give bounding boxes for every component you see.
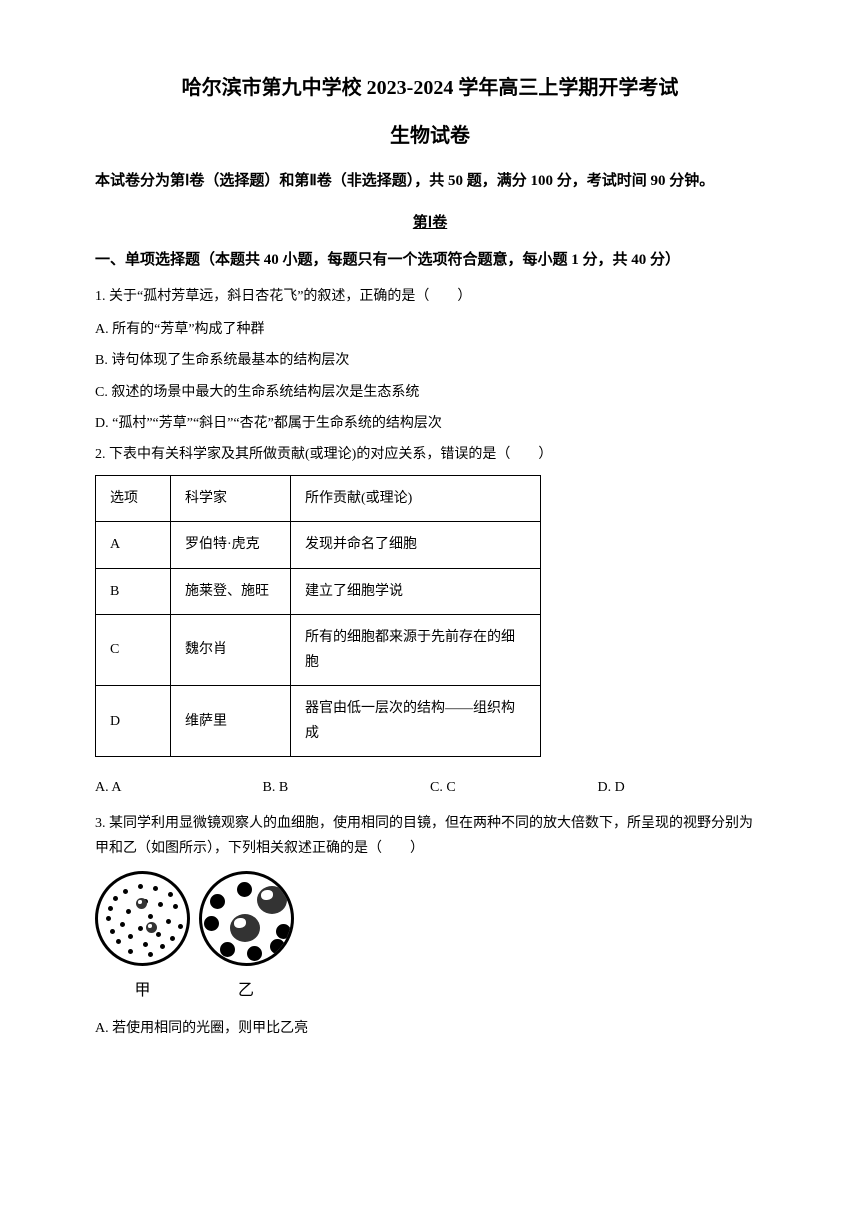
circle-jia-container: 甲 [95,871,190,1006]
table-header-cell: 选项 [96,476,171,522]
circle-yi [199,871,294,966]
table-row: C 魏尔肖 所有的细胞都来源于先前存在的细胞 [96,614,541,685]
question-2-choice-c: C. C [430,775,598,800]
circle-jia [95,871,190,966]
table-cell: B [96,568,171,614]
question-2-choices: A. A B. B C. C D. D [95,775,765,800]
exam-title: 哈尔滨市第九中学校 2023-2024 学年高三上学期开学考试 [95,70,765,106]
table-cell: D [96,686,171,757]
section-1-header: 第Ⅰ卷 [95,210,765,237]
question-1-choice-c: C. 叙述的场景中最大的生命系统结构层次是生态系统 [95,380,765,405]
label-yi: 乙 [199,977,294,1006]
table-row: A 罗伯特·虎克 发现并命名了细胞 [96,522,541,568]
question-2-choice-b: B. B [263,775,431,800]
table-cell: 施莱登、施旺 [171,568,291,614]
table-cell: 器官由低一层次的结构——组织构成 [291,686,541,757]
table-cell: C [96,614,171,685]
table-row: D 维萨里 器官由低一层次的结构——组织构成 [96,686,541,757]
table-header-cell: 科学家 [171,476,291,522]
label-jia: 甲 [95,977,190,1006]
table-row: B 施莱登、施旺 建立了细胞学说 [96,568,541,614]
question-1-choice-b: B. 诗句体现了生命系统最基本的结构层次 [95,348,765,373]
table-cell: 所有的细胞都来源于先前存在的细胞 [291,614,541,685]
table-cell: 罗伯特·虎克 [171,522,291,568]
scientist-table: 选项 科学家 所作贡献(或理论) A 罗伯特·虎克 发现并命名了细胞 B 施莱登… [95,475,541,757]
table-cell: A [96,522,171,568]
table-cell: 维萨里 [171,686,291,757]
question-1-choice-a: A. 所有的“芳草”构成了种群 [95,317,765,342]
question-1-stem: 1. 关于“孤村芳草远，斜日杏花飞”的叙述，正确的是（ ） [95,284,765,309]
microscope-diagram: 甲 乙 [95,871,765,1006]
section-1-instruction: 一、单项选择题（本题共 40 小题，每题只有一个选项符合题意，每小题 1 分，共… [95,247,765,274]
table-cell: 发现并命名了细胞 [291,522,541,568]
table-header-row: 选项 科学家 所作贡献(或理论) [96,476,541,522]
question-2-choice-d: D. D [598,775,766,800]
subject-title: 生物试卷 [95,118,765,154]
question-1-choice-d: D. “孤村”“芳草”“斜日”“杏花”都属于生命系统的结构层次 [95,411,765,436]
table-cell: 魏尔肖 [171,614,291,685]
question-3-choice-a: A. 若使用相同的光圈，则甲比乙亮 [95,1016,765,1041]
exam-intro: 本试卷分为第Ⅰ卷（选择题）和第Ⅱ卷（非选择题），共 50 题，满分 100 分，… [95,166,765,196]
table-cell: 建立了细胞学说 [291,568,541,614]
question-2-stem: 2. 下表中有关科学家及其所做贡献(或理论)的对应关系，错误的是（ ） [95,442,765,467]
question-3-stem: 3. 某同学利用显微镜观察人的血细胞，使用相同的目镜，但在两种不同的放大倍数下，… [95,811,765,861]
question-2-choice-a: A. A [95,775,263,800]
table-header-cell: 所作贡献(或理论) [291,476,541,522]
circle-yi-container: 乙 [199,871,294,1006]
